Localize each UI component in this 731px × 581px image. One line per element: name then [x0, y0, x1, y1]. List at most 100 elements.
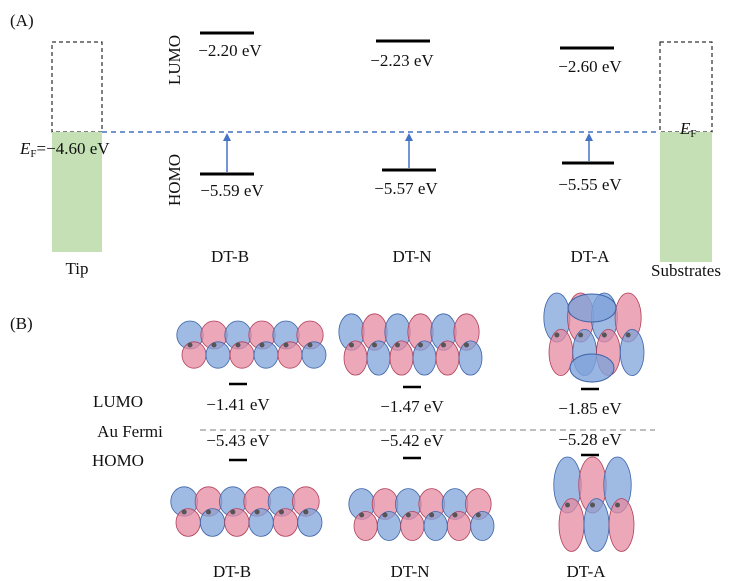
atom [590, 503, 595, 508]
lobe [225, 509, 249, 537]
lobe [559, 499, 584, 552]
lumo-energy: −1.41 eV [206, 395, 270, 414]
orbitals [171, 293, 644, 551]
lobe [459, 341, 482, 375]
atom [212, 343, 217, 348]
atom [418, 343, 423, 348]
atom [626, 333, 631, 338]
atom [188, 343, 193, 348]
lobe [401, 511, 424, 540]
arrow-head [223, 133, 231, 141]
atom [476, 513, 481, 518]
homo-axis: HOMO [165, 154, 184, 206]
tip-box [52, 42, 102, 132]
lobe [206, 342, 230, 368]
substrate-fill [660, 132, 712, 262]
molecule-name: DT-N [392, 247, 431, 266]
atom [406, 513, 411, 518]
atom [372, 343, 377, 348]
value: =−4.60 eV [37, 139, 111, 158]
lobe [584, 499, 609, 552]
atom [565, 503, 570, 508]
atom [230, 510, 235, 515]
lobe [413, 341, 436, 375]
lobe [176, 509, 200, 537]
lobe [344, 341, 367, 375]
atom [554, 333, 559, 338]
atom [260, 343, 265, 348]
lumo-energy: −1.85 eV [558, 399, 622, 418]
fermi-label: Au Fermi [97, 422, 163, 441]
atom [383, 513, 388, 518]
substrate-label: Substrates [651, 261, 721, 280]
arrow-head [405, 133, 413, 141]
atom [255, 510, 260, 515]
homo-energy: −5.43 eV [206, 431, 270, 450]
lumo-axis: LUMO [165, 35, 184, 85]
lumo-label: LUMO [93, 392, 143, 411]
atom [279, 510, 284, 515]
substrate-fermi: EF [679, 119, 697, 140]
atom [602, 333, 607, 338]
panel-label: (A) [10, 11, 34, 30]
atom [284, 343, 289, 348]
atom [464, 343, 469, 348]
lobe [549, 329, 573, 375]
atom [453, 513, 458, 518]
tip-fermi: EF=−4.60 eV [19, 139, 110, 160]
lumo-energy: −2.20 eV [198, 41, 262, 60]
lobe [447, 511, 470, 540]
lobe [298, 509, 322, 537]
lobe [568, 294, 616, 322]
molecule-name: DT-A [566, 562, 606, 581]
lobe [377, 511, 400, 540]
homo-energy: −5.28 eV [558, 430, 622, 449]
lobe [230, 342, 254, 368]
lumo-energy: −1.47 eV [380, 397, 444, 416]
atom [359, 513, 364, 518]
atom [206, 510, 211, 515]
atom [441, 343, 446, 348]
lumo-energy: −2.23 eV [370, 51, 434, 70]
lobe [471, 511, 494, 540]
arrow-head [585, 133, 593, 141]
lobe [436, 341, 459, 375]
subscript: F [690, 128, 696, 140]
atom [578, 333, 583, 338]
lobe [620, 329, 644, 375]
lobe [609, 499, 634, 552]
molecule-name: DT-N [390, 562, 429, 581]
homo-label: HOMO [92, 451, 144, 470]
symbol: E [19, 139, 31, 158]
homo-energy: −5.55 eV [558, 175, 622, 194]
molecule-name: DT-A [570, 247, 610, 266]
atom [236, 343, 241, 348]
atom [308, 343, 313, 348]
figure: (A) Tip EF=−4.60 eV EF Substrates LUMO H… [0, 0, 731, 581]
lumo-energy: −2.60 eV [558, 57, 622, 76]
lobe [254, 342, 278, 368]
lobe [424, 511, 447, 540]
lobe [200, 509, 224, 537]
symbol: E [679, 119, 691, 138]
homo-energy: −5.42 eV [380, 431, 444, 450]
atom [303, 510, 308, 515]
lobe [249, 509, 273, 537]
lobe [367, 341, 390, 375]
lobe [390, 341, 413, 375]
atom [615, 503, 620, 508]
lobe [182, 342, 206, 368]
lobe [278, 342, 302, 368]
atom [349, 343, 354, 348]
atom [395, 343, 400, 348]
tip-label: Tip [65, 259, 88, 278]
lobe [273, 509, 297, 537]
lobe [302, 342, 326, 368]
panel-label: (B) [10, 314, 33, 333]
atom [182, 510, 187, 515]
homo-energy: −5.57 eV [374, 179, 438, 198]
homo-energy: −5.59 eV [200, 181, 264, 200]
molecule-name: DT-B [213, 562, 251, 581]
atom [429, 513, 434, 518]
lobe [354, 511, 377, 540]
